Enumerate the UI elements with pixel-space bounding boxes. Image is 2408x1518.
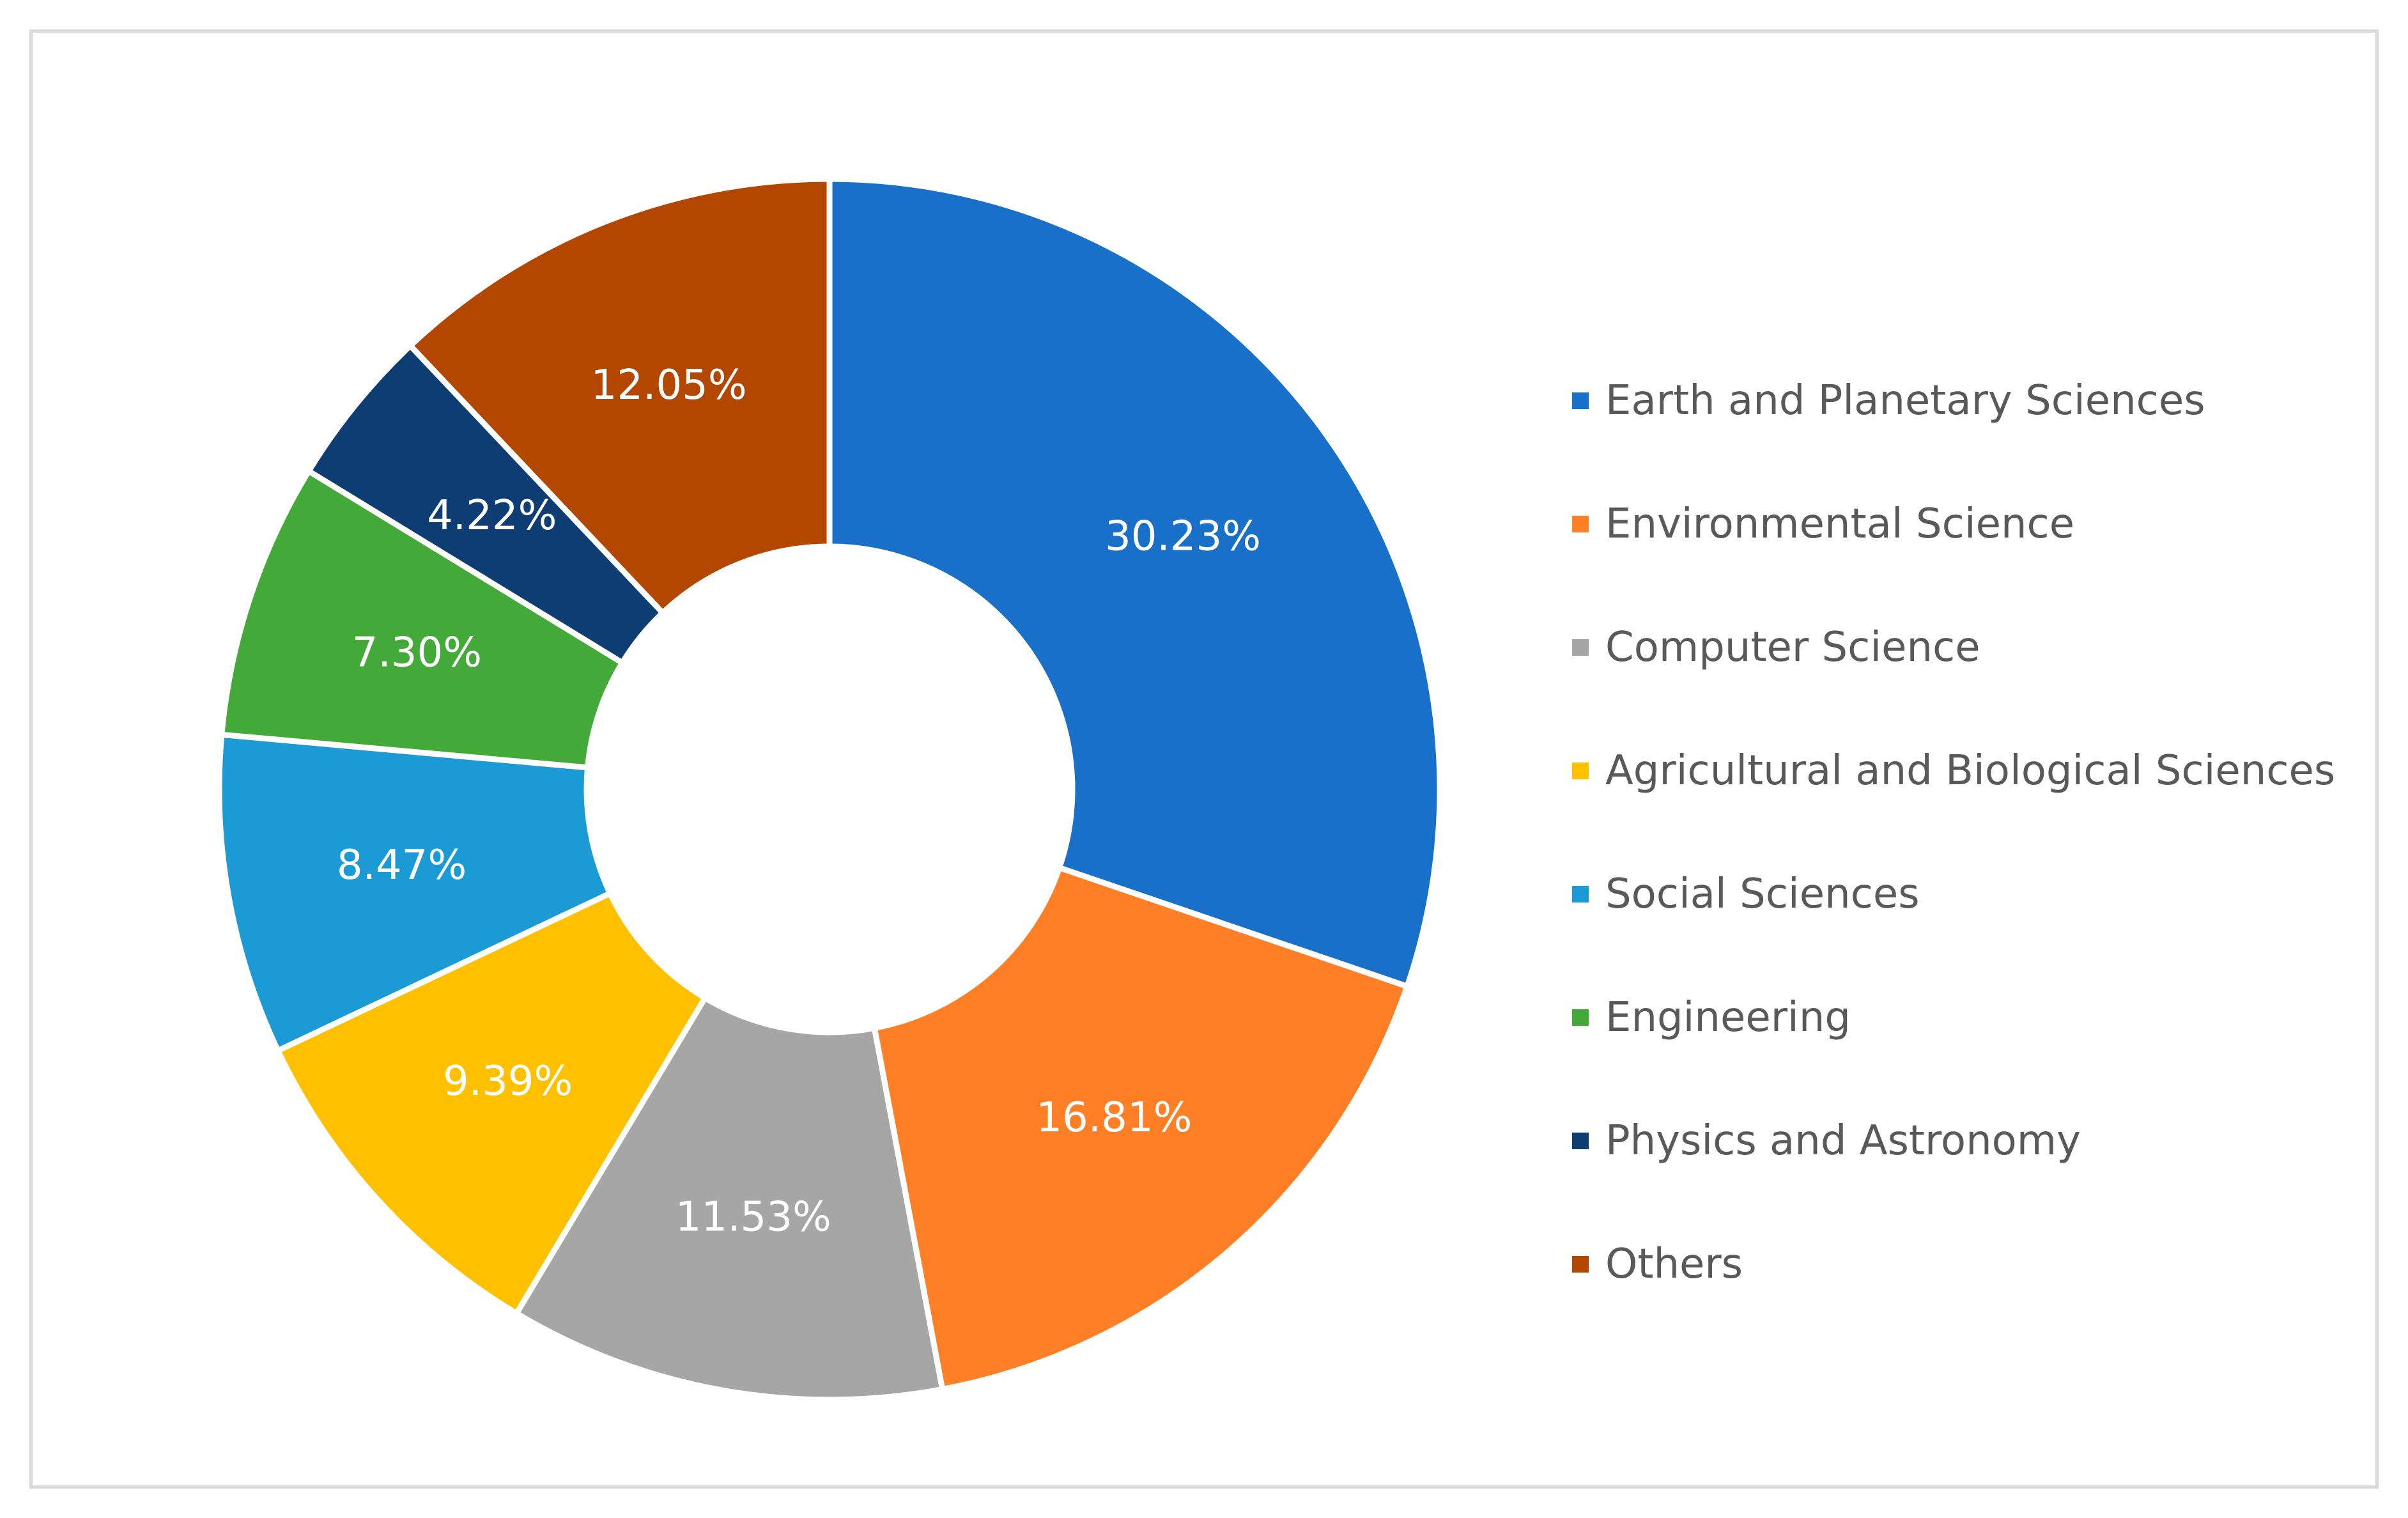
slice-agricultural-and-biological-sciences (275, 890, 708, 1317)
data-label-agricultural-and-biological-sciences: 9.39% (443, 1058, 573, 1105)
donut-data-labels: 30.23% 16.81% 11.53% 9.39% 8.47% 7.30% 4.22% 12… (337, 362, 1261, 1241)
legend-label: Social Sciences (1605, 870, 1920, 918)
data-label-others: 12.05% (591, 362, 747, 409)
legend-item-engineering: Engineering (1572, 956, 2339, 1079)
legend-swatch-icon (1572, 885, 1589, 902)
legend-label: Physics and Astronomy (1605, 1117, 2081, 1165)
legend-label: Environmental Science (1605, 500, 2075, 548)
legend-item-agricultural-and-biological-sciences: Agricultural and Biological Sciences (1572, 709, 2339, 832)
legend-label: Agricultural and Biological Sciences (1605, 747, 2336, 794)
slice-environmental-science (871, 865, 1410, 1393)
legend-item-physics-and-astronomy: Physics and Astronomy (1572, 1079, 2339, 1202)
legend-swatch-icon (1572, 515, 1589, 532)
chart-legend: Earth and Planetary Sciences Environmenta… (1572, 339, 2339, 1326)
legend-swatch-icon (1572, 1255, 1589, 1273)
donut-slices (216, 176, 1443, 1403)
data-label-social-sciences: 8.47% (337, 842, 467, 889)
data-label-environmental-science: 16.81% (1036, 1094, 1192, 1142)
data-label-computer-science: 11.53% (675, 1193, 831, 1241)
data-label-physics-and-astronomy: 4.22% (427, 492, 557, 539)
data-label-earth-and-planetary-sciences: 30.23% (1105, 513, 1261, 560)
data-label-engineering: 7.30% (352, 630, 482, 677)
legend-label: Computer Science (1605, 623, 1980, 671)
legend-item-earth-and-planetary-sciences: Earth and Planetary Sciences (1572, 339, 2339, 462)
slice-engineering (219, 468, 626, 771)
legend-item-social-sciences: Social Sciences (1572, 832, 2339, 956)
legend-item-computer-science: Computer Science (1572, 585, 2339, 709)
legend-label: Earth and Planetary Sciences (1605, 376, 2205, 424)
legend-label: Engineering (1605, 993, 1851, 1041)
slice-earth-and-planetary-sciences (826, 176, 1443, 989)
slice-social-sciences (216, 731, 614, 1054)
legend-swatch-icon (1572, 762, 1589, 779)
legend-swatch-icon (1572, 1009, 1589, 1026)
slice-computer-science (513, 995, 946, 1403)
slice-others (407, 176, 833, 616)
legend-label: Others (1605, 1240, 1743, 1288)
legend-item-others: Others (1572, 1202, 2339, 1326)
legend-swatch-icon (1572, 639, 1589, 656)
legend-swatch-icon (1572, 1132, 1589, 1149)
legend-swatch-icon (1572, 392, 1589, 409)
legend-item-environmental-science: Environmental Science (1572, 462, 2339, 585)
